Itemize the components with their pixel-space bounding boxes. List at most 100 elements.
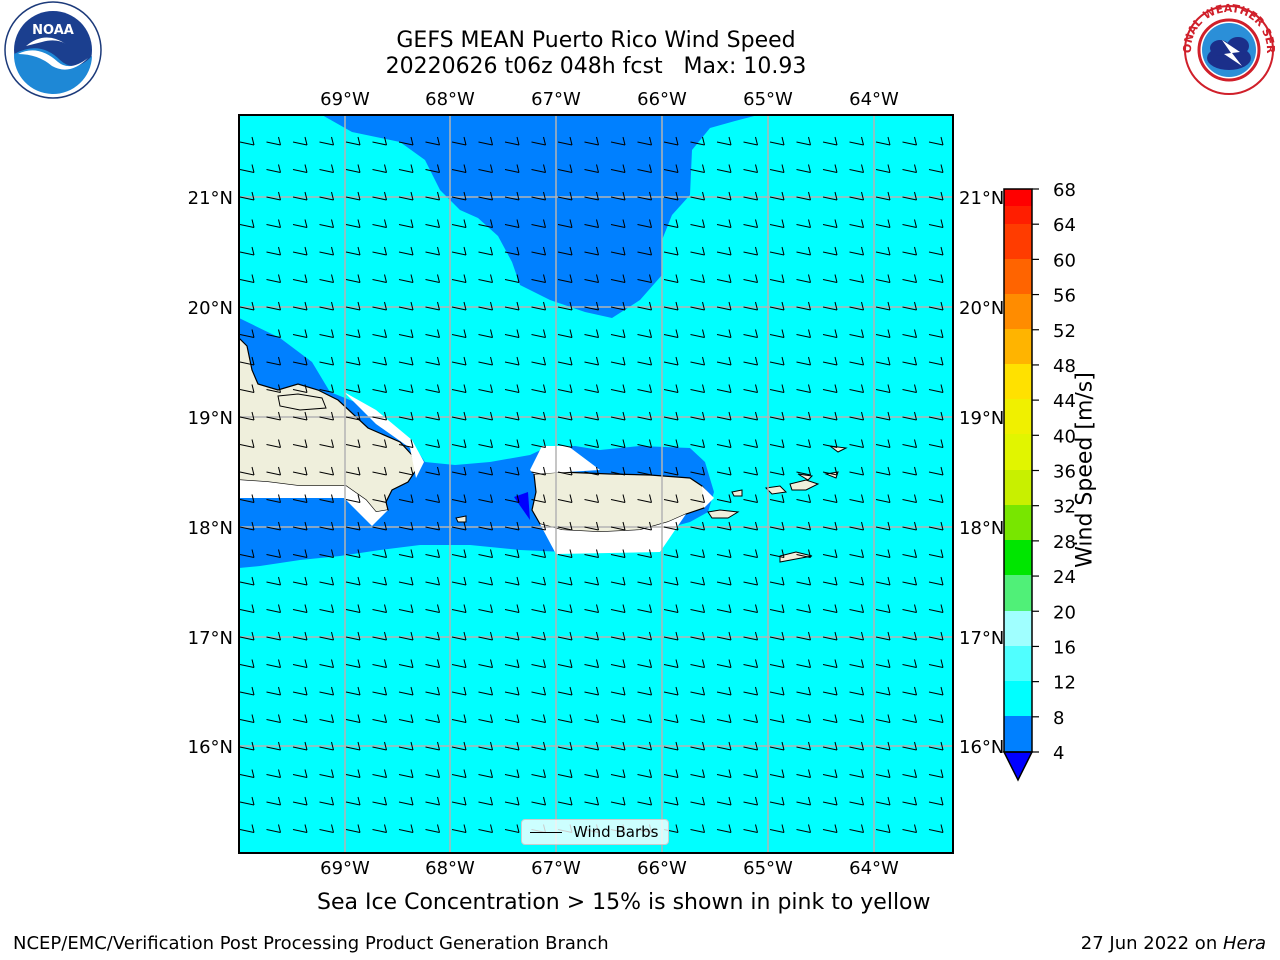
wind-barb xyxy=(796,769,811,778)
legend-line-swatch xyxy=(530,832,562,833)
wind-barb xyxy=(478,136,493,146)
wind-barb xyxy=(584,191,599,201)
colorbar-tick-label-7: 40 xyxy=(1053,426,1076,447)
wind-barb xyxy=(637,494,652,503)
wind-barb xyxy=(478,604,493,613)
wind-barb xyxy=(557,356,573,366)
wind-barb xyxy=(743,466,758,476)
wind-barb xyxy=(716,164,732,173)
colorbar-tick-label-11: 24 xyxy=(1053,567,1076,588)
wind-barb xyxy=(319,714,334,723)
wind-barb xyxy=(239,494,255,503)
wind-barb xyxy=(478,356,493,366)
wind-barb xyxy=(822,631,838,641)
footer-credit: NCEP/EMC/Verification Post Processing Pr… xyxy=(13,933,609,954)
wind-barb xyxy=(902,191,917,201)
wind-barb xyxy=(319,191,334,201)
wind-barb xyxy=(849,219,864,228)
wind-barb xyxy=(849,274,864,283)
colorbar-segment-6 xyxy=(1004,364,1032,400)
wind-barb xyxy=(239,576,255,586)
wind-barb xyxy=(928,356,944,366)
wind-barb xyxy=(928,466,944,476)
wind-barb xyxy=(716,191,732,201)
lat-labels-right: 21°N 20°N 19°N 18°N 17°N 16°N xyxy=(959,188,1004,758)
wind-barb xyxy=(266,329,281,338)
wind-barb xyxy=(478,329,493,338)
wind-barb xyxy=(451,164,467,173)
wind-barb xyxy=(531,384,546,393)
wind-barb xyxy=(637,796,652,806)
wind-barb xyxy=(372,329,387,338)
wind-barb xyxy=(743,741,758,751)
wind-barb xyxy=(292,356,308,366)
wind-barb xyxy=(690,714,705,723)
wind-barb xyxy=(451,549,467,558)
wind-barb xyxy=(902,549,917,558)
wind-barb xyxy=(239,521,255,531)
wind-barb xyxy=(928,439,944,448)
wind-barb xyxy=(690,824,705,833)
lon-label-top-4: 65°W xyxy=(743,89,793,110)
wind-barb xyxy=(557,631,573,641)
wind-barb xyxy=(690,769,705,778)
lat-label-right-1: 20°N xyxy=(959,298,1004,319)
wind-barb xyxy=(743,604,758,613)
lon-label-bottom-3: 66°W xyxy=(637,858,687,879)
wind-barb xyxy=(557,741,573,751)
colorbar-segment-8 xyxy=(1004,434,1032,471)
wind-barb xyxy=(319,164,334,173)
wind-barb xyxy=(266,494,281,503)
wind-barb xyxy=(875,604,891,613)
wind-barb xyxy=(928,191,944,201)
wind-barb xyxy=(504,796,520,806)
wind-barb xyxy=(319,686,334,696)
wind-barb xyxy=(425,796,440,806)
wind-barb xyxy=(584,549,599,558)
wind-barb xyxy=(690,329,705,338)
lat-label-left-5: 16°N xyxy=(188,737,233,758)
wind-barb xyxy=(822,439,838,448)
wind-barb xyxy=(637,356,652,366)
wind-barb xyxy=(902,521,917,531)
wind-barb xyxy=(319,796,334,806)
wind-barb xyxy=(690,549,705,558)
wind-barb xyxy=(451,714,467,723)
wind-barb xyxy=(875,136,891,146)
lat-label-right-2: 19°N xyxy=(959,408,1004,429)
wind-barb xyxy=(822,576,838,586)
wind-barb xyxy=(584,274,599,283)
wind-barb xyxy=(610,301,626,311)
wind-barb xyxy=(425,329,440,338)
wind-barb xyxy=(690,439,705,448)
wind-barb xyxy=(398,219,414,228)
wind-barb xyxy=(822,329,838,338)
sea-ice-note: Sea Ice Concentration > 15% is shown in … xyxy=(317,890,931,915)
wind-barb xyxy=(928,741,944,751)
wind-barb xyxy=(504,191,520,201)
wind-barb xyxy=(690,741,705,751)
wind-barb xyxy=(451,219,467,228)
wind-barb xyxy=(504,741,520,751)
wind-barb xyxy=(266,466,281,476)
wind-barb xyxy=(398,604,414,613)
wind-barb xyxy=(398,164,414,173)
colorbar-segment-2 xyxy=(1004,224,1032,260)
wind-barb xyxy=(398,439,414,448)
wind-barb xyxy=(319,246,334,256)
wind-barb xyxy=(637,714,652,723)
wind-barb xyxy=(345,631,361,641)
wind-barb xyxy=(398,741,414,751)
wind-barb xyxy=(610,659,626,668)
wind-barb xyxy=(557,191,573,201)
wind-barb xyxy=(292,466,308,476)
wind-barb xyxy=(504,714,520,723)
wind-barb xyxy=(875,219,891,228)
wind-barb xyxy=(504,549,520,558)
wind-barb xyxy=(266,769,281,778)
wind-barb xyxy=(584,439,599,448)
wind-barb xyxy=(531,769,546,778)
wind-barb xyxy=(610,769,626,778)
wind-barb xyxy=(239,439,255,448)
wind-barb xyxy=(716,466,732,476)
